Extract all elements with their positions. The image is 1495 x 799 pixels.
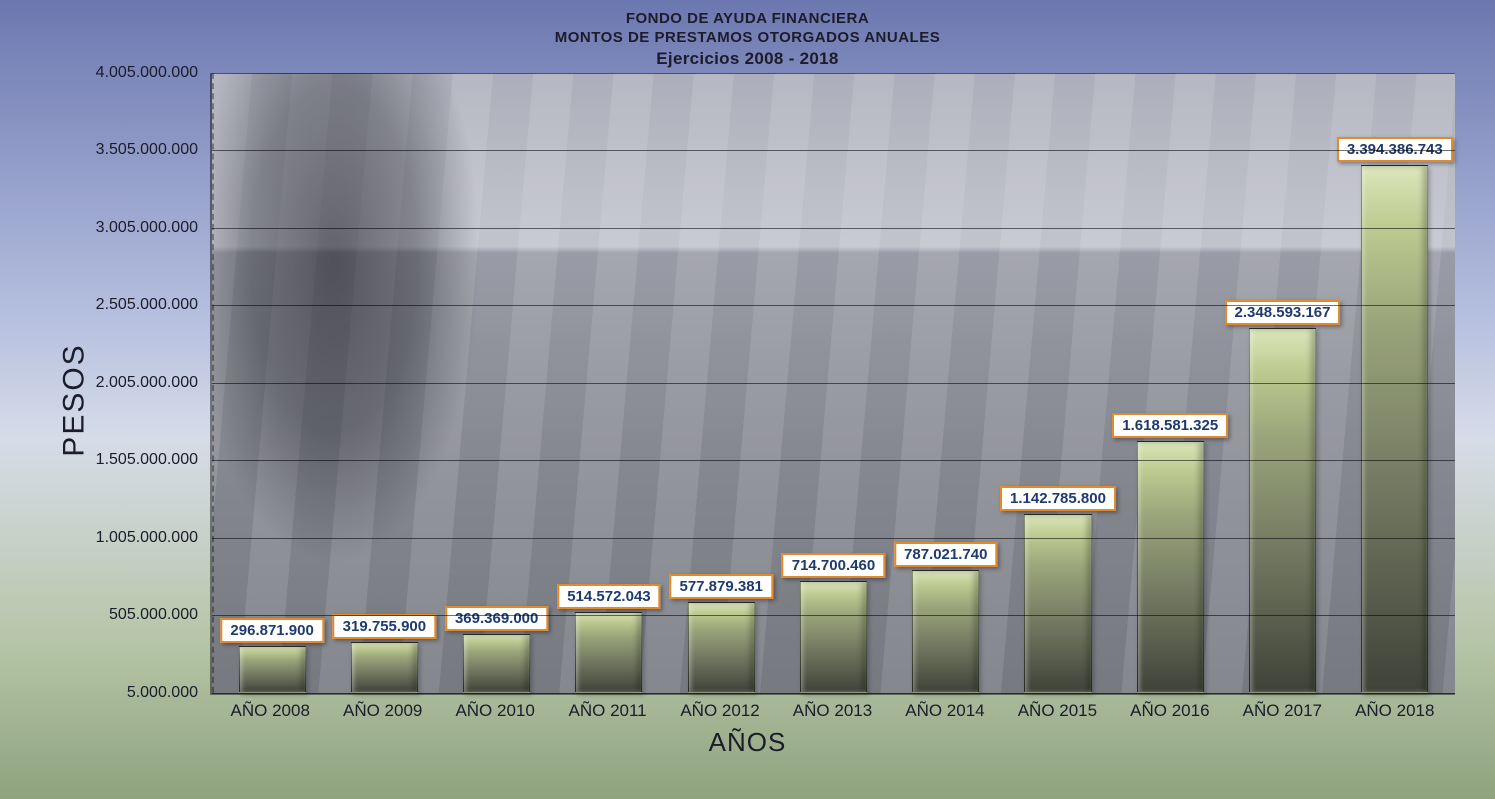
x-tick-label: AÑO 2017 — [1226, 701, 1338, 721]
bar-slot: 577.879.381 — [665, 73, 777, 693]
bar-slot: 1.142.785.800 — [1002, 73, 1114, 693]
bar: 1.142.785.800 — [1024, 514, 1091, 692]
y-tick-label: 1.005.000.000 — [96, 529, 212, 547]
bar-value-label: 369.369.000 — [445, 606, 548, 631]
x-tick-label: AÑO 2014 — [889, 701, 1001, 721]
bar: 787.021.740 — [912, 570, 979, 693]
gridline — [212, 693, 1455, 694]
y-tick-label: 4.005.000.000 — [96, 64, 212, 82]
bar: 296.871.900 — [239, 646, 306, 693]
bar-slot: 1.618.581.325 — [1114, 73, 1226, 693]
title-line-2: MONTOS DE PRESTAMOS OTORGADOS ANUALES — [10, 29, 1485, 48]
bar-value-label: 514.572.043 — [557, 584, 660, 609]
y-tick-label: 2.005.000.000 — [96, 374, 212, 392]
y-axis-title: PESOS — [58, 343, 92, 456]
bar-value-label: 296.871.900 — [220, 618, 323, 643]
x-tick-label: AÑO 2012 — [664, 701, 776, 721]
title-line-1: FONDO DE AYUDA FINANCIERA — [10, 10, 1485, 29]
bar-slot: 2.348.593.167 — [1226, 73, 1338, 693]
x-axis-labels-row: AÑO 2008AÑO 2009AÑO 2010AÑO 2011AÑO 2012… — [210, 695, 1455, 721]
x-tick-label: AÑO 2011 — [551, 701, 663, 721]
bar: 369.369.000 — [463, 634, 530, 692]
x-tick-label: AÑO 2009 — [326, 701, 438, 721]
bar-value-label: 787.021.740 — [894, 542, 997, 567]
bars-row: 296.871.900 319.755.900 369.369.000 514.572… — [212, 73, 1455, 693]
bar: 2.348.593.167 — [1249, 328, 1316, 693]
y-tick-label: 3.005.000.000 — [96, 219, 212, 237]
y-tick-label: 1.505.000.000 — [96, 451, 212, 469]
x-tick-label: AÑO 2015 — [1001, 701, 1113, 721]
bar-value-label: 577.879.381 — [669, 574, 772, 599]
x-tick-label: AÑO 2016 — [1114, 701, 1226, 721]
y-tick-label: 2.505.000.000 — [96, 296, 212, 314]
bar: 514.572.043 — [575, 612, 642, 693]
bar: 577.879.381 — [688, 602, 755, 693]
x-tick-label: AÑO 2010 — [439, 701, 551, 721]
bar: 1.618.581.325 — [1137, 441, 1204, 693]
bar-value-label: 3.394.386.743 — [1337, 137, 1453, 162]
bar-value-label: 1.142.785.800 — [1000, 486, 1116, 511]
bar: 319.755.900 — [351, 642, 418, 693]
bar-slot: 3.394.386.743 — [1339, 73, 1451, 693]
chart-titles: FONDO DE AYUDA FINANCIERA MONTOS DE PRES… — [10, 10, 1485, 69]
bar-value-label: 714.700.460 — [782, 553, 885, 578]
plot-area: 296.871.900 319.755.900 369.369.000 514.572… — [210, 73, 1455, 695]
x-axis-title: AÑOS — [10, 727, 1485, 758]
y-tick-label: 3.505.000.000 — [96, 141, 212, 159]
bar-slot: 369.369.000 — [441, 73, 553, 693]
bar-slot: 319.755.900 — [328, 73, 440, 693]
bar-slot: 514.572.043 — [553, 73, 665, 693]
x-tick-label: AÑO 2018 — [1339, 701, 1451, 721]
y-tick-label: 5.000.000 — [127, 684, 212, 702]
bar-slot: 296.871.900 — [216, 73, 328, 693]
bar-value-label: 2.348.593.167 — [1225, 300, 1341, 325]
bar-value-label: 319.755.900 — [333, 614, 436, 639]
bar: 3.394.386.743 — [1361, 165, 1428, 692]
x-tick-label: AÑO 2013 — [776, 701, 888, 721]
title-line-3: Ejercicios 2008 - 2018 — [10, 48, 1485, 69]
y-tick-label: 505.000.000 — [109, 606, 212, 624]
bar-slot: 714.700.460 — [777, 73, 889, 693]
chart-container: FONDO DE AYUDA FINANCIERA MONTOS DE PRES… — [0, 0, 1495, 799]
bar: 714.700.460 — [800, 581, 867, 693]
bar-value-label: 1.618.581.325 — [1112, 413, 1228, 438]
bar-slot: 787.021.740 — [890, 73, 1002, 693]
x-tick-label: AÑO 2008 — [214, 701, 326, 721]
